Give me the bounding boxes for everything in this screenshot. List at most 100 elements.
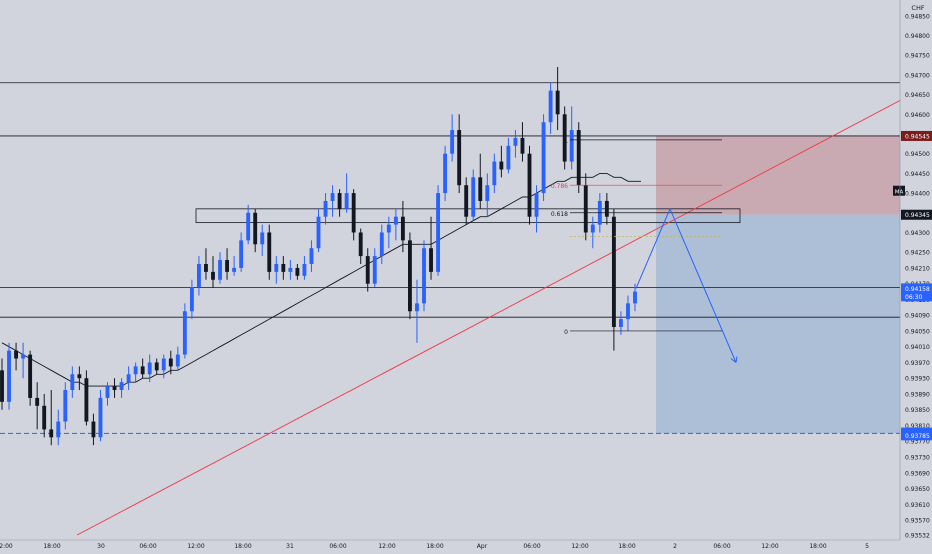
take-profit-zone: [656, 214, 900, 434]
candle: [14, 342, 19, 371]
candle-body: [618, 319, 623, 328]
candle-body: [358, 232, 363, 257]
candle: [42, 393, 47, 438]
price-tick-label: 0.93930: [905, 376, 930, 383]
candle: [443, 145, 448, 201]
candle: [330, 185, 335, 217]
time-tick-label: 18:00: [426, 543, 443, 550]
horizontal-levels: [0, 82, 900, 434]
candle-body: [457, 130, 462, 186]
fib-label: 1: [564, 138, 568, 145]
candle-body: [506, 145, 511, 170]
candle-body: [182, 311, 187, 355]
candle-body: [492, 161, 497, 186]
candle: [604, 193, 609, 225]
candle: [407, 232, 412, 320]
price-badge: [901, 283, 932, 294]
fib-label: 0: [564, 329, 568, 336]
currency-label: CHF: [911, 4, 924, 12]
candle: [344, 173, 349, 213]
candle-body: [49, 429, 54, 438]
candle: [302, 256, 307, 280]
candle: [583, 173, 588, 241]
candle-body: [527, 153, 532, 217]
candle-body: [611, 216, 616, 328]
price-tick-label: 0.94090: [905, 313, 930, 320]
candle-body: [28, 354, 33, 398]
candle-body: [126, 374, 131, 383]
candle-body: [633, 291, 637, 304]
candle-body: [337, 193, 342, 209]
candle-body: [309, 248, 314, 264]
candle: [49, 390, 54, 446]
price-tick-label: 0.93770: [905, 439, 930, 446]
candle: [372, 248, 377, 288]
candle: [91, 413, 96, 446]
time-tick-label: 2:00: [0, 543, 13, 550]
candle: [611, 208, 616, 351]
price-badge: [901, 430, 932, 441]
price-tick-label: 0.94700: [905, 72, 930, 79]
candle-body: [548, 90, 553, 123]
candle: [225, 248, 230, 280]
candle: [415, 279, 419, 343]
candle-body: [590, 224, 595, 233]
candle-body: [133, 366, 138, 375]
candle: [422, 240, 426, 312]
candle-body: [626, 303, 630, 320]
candle-body: [98, 397, 103, 438]
candle: [84, 370, 89, 426]
candle-body: [105, 386, 110, 398]
candle: [274, 256, 279, 284]
candle-body: [407, 240, 412, 312]
candle-body: [429, 248, 433, 272]
candle: [337, 189, 342, 217]
candle: [161, 354, 166, 379]
candle: [386, 216, 391, 249]
candle: [246, 204, 251, 245]
candle: [436, 185, 441, 276]
candle: [351, 189, 356, 241]
candle: [534, 185, 539, 233]
candle: [196, 256, 201, 296]
candle-body: [604, 200, 609, 217]
candle-body: [239, 240, 244, 268]
candle-body: [91, 421, 96, 438]
price-tick-label: 0.94300: [905, 230, 930, 237]
candle-body: [211, 271, 215, 280]
candle-body: [14, 350, 19, 359]
price-badge-label: 0.94545: [905, 133, 930, 140]
candle: [499, 145, 504, 178]
candle: [253, 208, 258, 253]
candle-body: [168, 358, 173, 367]
candle: [471, 169, 476, 221]
candle: [576, 122, 581, 194]
candle: [309, 240, 314, 272]
candle-body: [119, 382, 124, 391]
candle-body: [365, 256, 370, 284]
candle-body: [0, 370, 4, 402]
candle: [267, 224, 272, 280]
candle-body: [323, 200, 328, 217]
candle-body: [562, 114, 567, 162]
ma-badge: [893, 185, 905, 196]
candle: [0, 358, 4, 410]
time-tick-label: 5: [865, 543, 869, 550]
candle: [126, 366, 131, 391]
candle-body: [415, 303, 419, 312]
price-tick-label: 0.94050: [905, 328, 930, 335]
candle: [626, 295, 630, 331]
time-tick-label: 18:00: [43, 543, 60, 550]
candle: [154, 358, 159, 375]
candle-body: [161, 358, 166, 371]
candle-body: [471, 177, 476, 217]
candle-body: [576, 130, 581, 186]
candle: [189, 279, 194, 320]
candle: [429, 216, 433, 280]
candle-body: [436, 193, 441, 272]
candle: [239, 232, 244, 272]
time-tick-label: 06:00: [523, 543, 540, 550]
candle: [485, 173, 490, 217]
candle-body: [422, 248, 426, 304]
